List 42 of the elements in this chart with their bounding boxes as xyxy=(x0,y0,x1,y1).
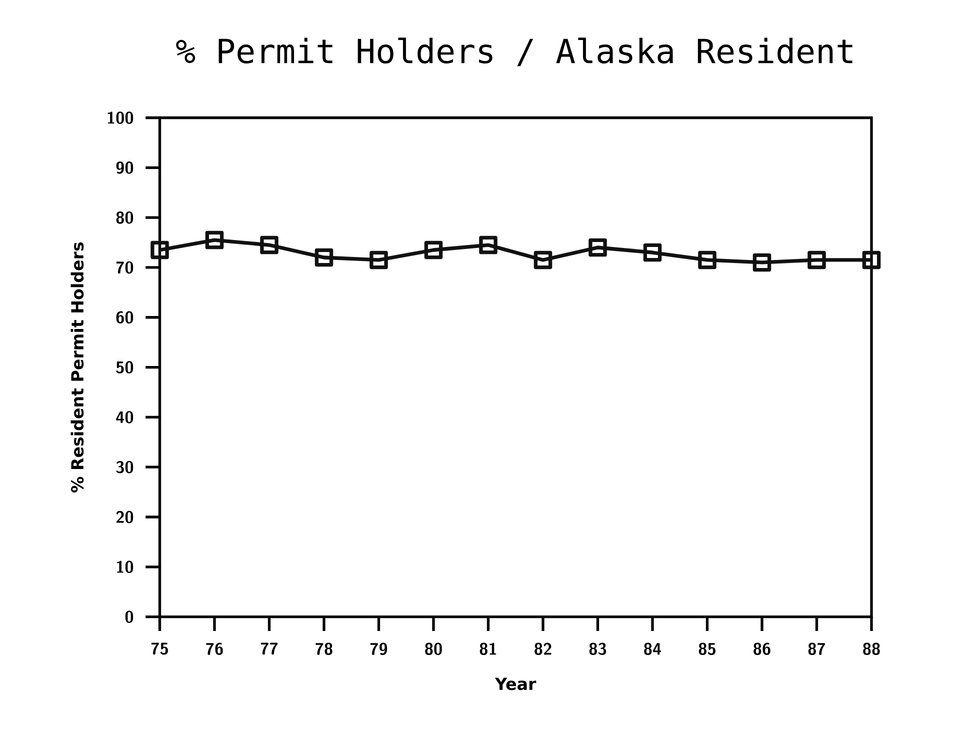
point xyxy=(260,236,278,254)
x-tick-label: 77 xyxy=(260,642,278,654)
x-axis-title: Year xyxy=(494,678,536,690)
x-tick-label: 75 xyxy=(151,642,168,655)
point xyxy=(150,240,169,260)
x-tick-label: 83 xyxy=(589,642,606,655)
x-tick-label: 76 xyxy=(206,642,223,655)
point xyxy=(588,238,607,257)
y-tick-label: 50 xyxy=(116,361,134,374)
x-tick-label: 78 xyxy=(316,642,332,655)
point xyxy=(752,253,772,272)
y-tick-label: 70 xyxy=(116,261,134,274)
y-tick-label: 60 xyxy=(116,311,134,324)
y-tick-label: 100 xyxy=(108,112,134,124)
x-tick-label: 88 xyxy=(863,642,880,655)
x-tick-label: 85 xyxy=(698,642,716,655)
chart-title: % Permit Holders / Alaska Resident xyxy=(176,38,852,66)
y-axis-title: % Resident Permit Holders xyxy=(70,242,84,492)
point xyxy=(314,248,334,267)
y-tick-label: 40 xyxy=(116,411,134,424)
x-tick-label: 87 xyxy=(808,642,826,655)
x-tick-label: 79 xyxy=(370,642,388,655)
x-tick-label: 80 xyxy=(425,642,442,655)
y-tick-label: 30 xyxy=(116,460,134,474)
point xyxy=(479,236,498,254)
point xyxy=(862,250,881,270)
point xyxy=(808,250,826,270)
y-tick-label: 20 xyxy=(116,510,134,524)
point xyxy=(534,250,552,270)
point xyxy=(370,250,388,270)
y-tick-label: 10 xyxy=(116,560,134,574)
point xyxy=(424,240,443,260)
point xyxy=(643,243,662,262)
y-tick-label: 80 xyxy=(116,211,134,224)
x-tick-label: 84 xyxy=(644,642,662,655)
point xyxy=(698,250,716,270)
x-tick-label: 82 xyxy=(534,642,552,655)
y-tick-label: 90 xyxy=(116,162,134,174)
x-tick-label: 81 xyxy=(480,642,496,655)
x-tick-label: 86 xyxy=(754,642,770,655)
y-tick-label: 0 xyxy=(125,610,134,623)
point xyxy=(205,230,224,250)
